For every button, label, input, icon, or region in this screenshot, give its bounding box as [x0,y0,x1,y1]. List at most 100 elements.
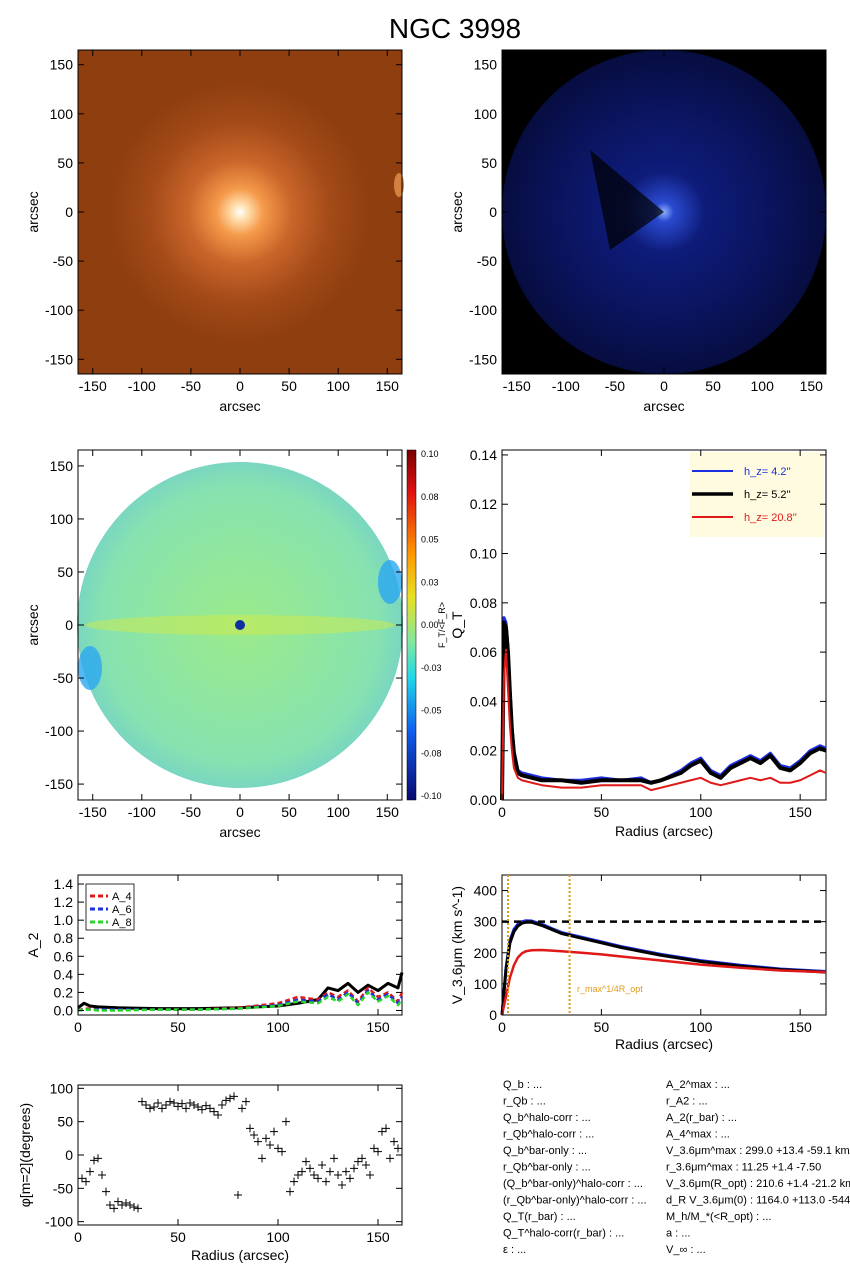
info-left-line-9: Q_T^halo-corr(r_bar) : ... [503,1228,624,1240]
amp-series-0 [77,972,404,1011]
info-left-line-4: Q_b^bar-only : ... [503,1145,587,1157]
phase-point-62 [326,1167,334,1176]
phase-point-40 [238,1104,246,1113]
image-blue-xlabel: arcsec [643,398,684,414]
phase-point-1 [82,1177,90,1186]
image-orange-xlabel: arcsec [219,398,260,414]
rc-frame [501,874,827,1016]
phase-point-46 [262,1134,270,1143]
orange-xtick-label-5: 100 [327,378,351,394]
galaxy-glow-orange [110,82,370,342]
phase-xtick-label-0: 0 [74,1229,82,1245]
info-left-line-1: r_Qb : ... [503,1096,546,1108]
map-xtick-label-2: -50 [181,804,201,820]
rc-xtick-label-2: 100 [689,1019,713,1035]
phase-point-48 [270,1127,278,1136]
map-xtick-label-1: -100 [128,804,156,820]
panel-image-orange: -150 -100 -50 0 50 100 150 -150 -100 -50 0 50 100 15… [25,49,404,414]
phase-point-28 [190,1101,198,1109]
info-left-line-8: Q_T(r_bar) : ... [503,1211,576,1223]
amp-legend-label-a6: A_6 [112,904,132,916]
phase-xtick-label-1: 50 [170,1229,186,1245]
phase-frame [77,1084,403,1226]
panel-amplitudes: A_4 A_6 A_8 0 50 100 150 0.0 0.2 0.4 0.6 0.8 1.0… [25,874,404,1035]
map-xtick-label-5: 100 [327,804,351,820]
amp-legend-label-a4: A_4 [112,891,132,903]
panel-image-blue: -150 -100 -50 0 50 100 150 -150 -100 -50 0 50 100 15… [449,49,827,414]
orange-xtick-label-4: 50 [281,378,297,394]
phase-ytick-label-3: 50 [57,1114,73,1130]
rc-ytick-label-2: 200 [474,945,498,961]
rc-ytick-label-0: 0 [489,1007,497,1023]
phase-point-70 [358,1154,366,1163]
phase-point-78 [390,1137,398,1146]
force-map-xlabel: arcsec [219,824,260,840]
qt-ytick-label-3: 0.06 [470,644,497,660]
qt-ylabel: Q_T [449,611,465,639]
blue-xtick-label-3: 0 [660,378,668,394]
info-left-line-3: r_Qb^halo-corr : ... [503,1129,594,1141]
phase-point-47 [266,1141,274,1149]
info-right-line-8: M_h/M_*(<R_opt) : ... [666,1211,771,1223]
blue-xtick-label-6: 150 [800,378,824,394]
phase-point-34 [214,1111,222,1119]
amp-ytick-label-3: 0.6 [54,948,74,964]
phase-point-33 [210,1107,218,1116]
panel-rotation-curve: r_max^1/4R_opt 0 50 100 150 0 100 200 300 400 R… [449,874,827,1052]
qt-ytick-label-2: 0.04 [470,693,497,709]
phase-point-44 [254,1137,262,1146]
panel-force-map: -150 -100 -50 0 50 100 150 -150 -100 -50 0 50 100 15… [25,449,447,840]
force-map-x-axis: -150 -100 -50 0 50 100 150 [79,450,399,820]
phase-point-55 [298,1167,306,1176]
orange-xtick-label-2: -50 [181,378,201,394]
orange-ytick-label-6: 150 [50,57,74,73]
colorbar-tick-label-8: -0.10 [421,791,442,801]
phase-point-21 [162,1101,170,1109]
amp-ylabel: A_2 [25,932,41,957]
phase-point-75 [378,1127,386,1136]
info-right-line-4: V_3.6μm^max : 299.0 +13.4 -59.1 km/s [666,1145,850,1157]
phase-ylabel: φ[m=2](degrees) [17,1103,33,1207]
qt-series-1 [500,620,827,801]
colorbar-tick-label-2: 0.05 [421,535,439,545]
phase-point-41 [242,1097,250,1106]
info-left-line-5: r_Qb^bar-only : ... [503,1162,591,1174]
orange-ytick-label-2: -50 [53,253,73,269]
info-right-line-6: V_3.6μm(R_opt) : 210.6 +1.4 -21.2 km/s [666,1178,850,1190]
phase-point-73 [370,1144,378,1153]
phase-point-13 [130,1203,138,1211]
phase-point-9 [114,1197,122,1206]
info-right-line-3: A_4^max : ... [666,1129,730,1141]
phase-point-58 [310,1171,318,1179]
orange-xtick-label-1: -100 [128,378,156,394]
phase-point-38 [230,1092,238,1101]
rc-xtick-label-1: 50 [594,1019,610,1035]
map-ytick-label-4: 50 [57,564,73,580]
phase-point-51 [282,1117,290,1126]
amp-ytick-label-6: 1.2 [54,894,74,910]
phase-point-59 [314,1174,322,1183]
blue-ytick-label-4: 50 [481,155,497,171]
colorbar-tick-label-0: 0.10 [421,449,439,459]
phase-point-39 [234,1191,242,1199]
map-xtick-label-6: 150 [376,804,400,820]
phase-point-37 [226,1094,234,1103]
info-right-line-7: d_R V_3.6μm(0) : 1164.0 +113.0 -544.1 km… [666,1195,850,1207]
amp-ytick-label-0: 0.0 [54,1002,74,1018]
phase-point-12 [126,1201,134,1209]
force-map-blue-lobe-right [378,560,402,604]
orange-ytick-label-1: -100 [45,302,73,318]
phase-point-72 [366,1171,374,1179]
phase-point-57 [306,1164,314,1173]
phase-point-7 [106,1201,114,1209]
rc-ytick-label-3: 300 [474,914,498,930]
force-map-ylabel: arcsec [25,604,41,645]
phase-point-36 [222,1096,230,1105]
amp-xtick-label-1: 50 [170,1019,186,1035]
blue-ytick-label-0: -150 [469,351,497,367]
amp-ytick-label-5: 1.0 [54,912,74,928]
force-map-y-axis: -150 -100 -50 0 50 100 150 [45,458,402,792]
qt-ytick-label-6: 0.12 [470,496,497,512]
map-ytick-label-2: -50 [53,670,73,686]
